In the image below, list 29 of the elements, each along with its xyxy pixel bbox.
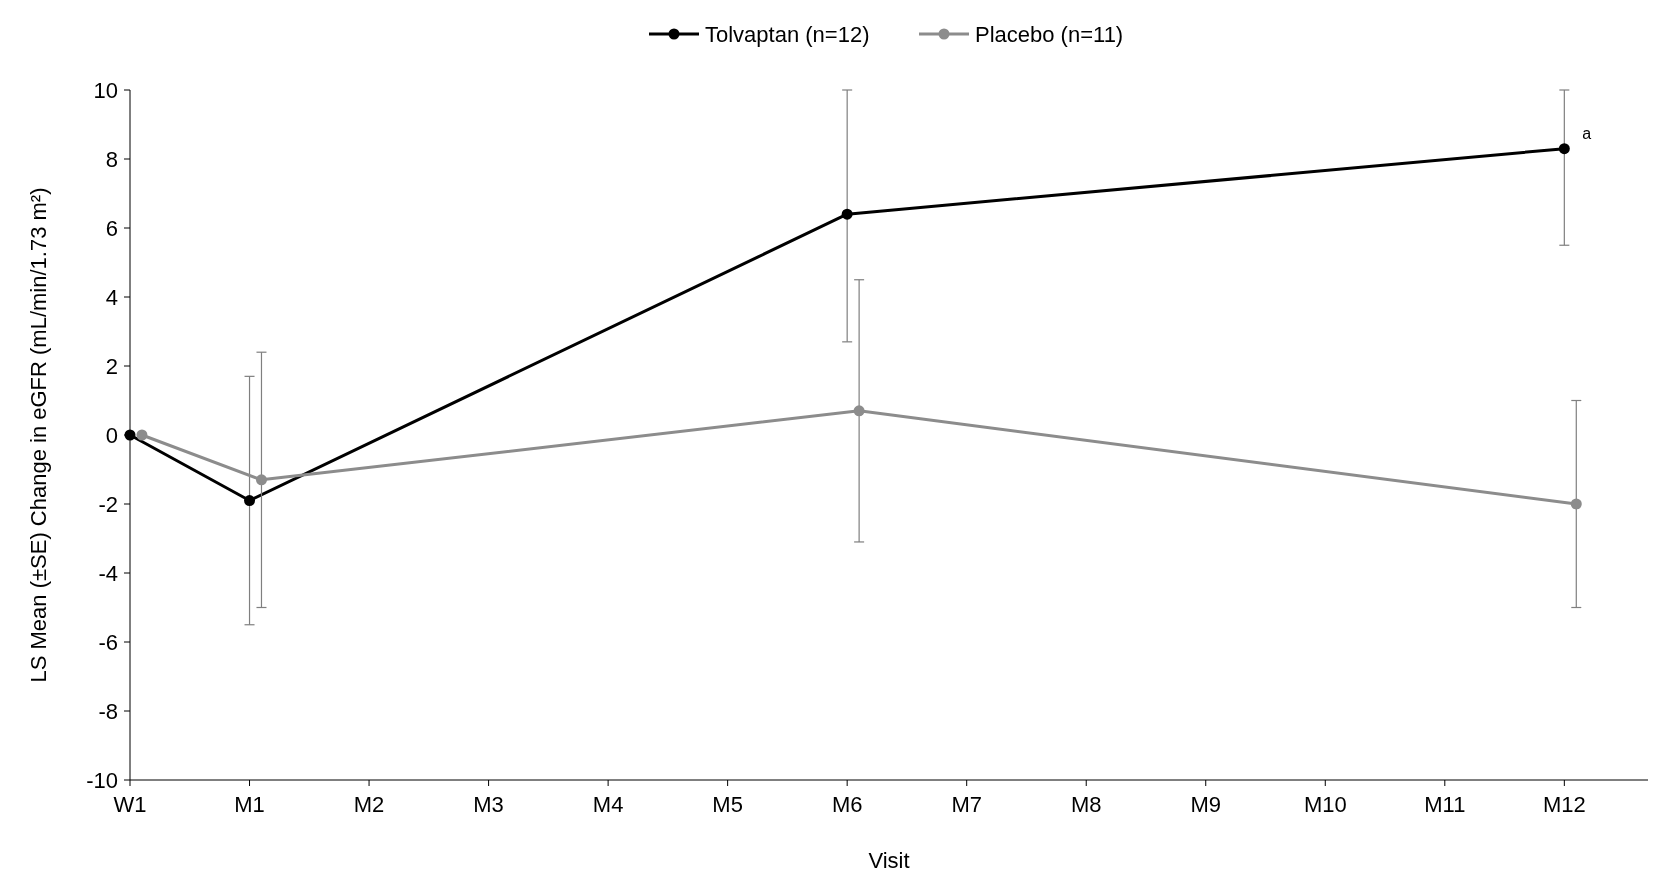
x-tick-label: M4: [592, 792, 624, 817]
y-tick-label: -6: [98, 629, 118, 655]
y-tick-label: -4: [98, 560, 118, 586]
y-tick-label: 6: [105, 215, 118, 241]
y-tick-label: 0: [105, 422, 118, 448]
x-tick-label: W1: [113, 792, 147, 817]
x-tick-label: M9: [1190, 792, 1222, 817]
x-tick-label: M5: [712, 792, 743, 817]
y-tick-label: 2: [105, 353, 118, 379]
x-tick-label: M3: [473, 792, 504, 817]
legend-label: Placebo (n=11): [975, 21, 1124, 47]
y-tick-label: 8: [105, 146, 118, 172]
x-tick-label: M11: [1424, 792, 1466, 817]
legend-label: Tolvaptan (n=12): [705, 21, 870, 47]
y-axis-title: LS Mean (±SE) Change in eGFR (mL/min/1.73 m²): [26, 187, 51, 683]
x-tick-label: M1: [234, 792, 265, 817]
x-tick-label: M6: [831, 792, 863, 817]
y-tick-label: 4: [105, 284, 118, 310]
x-tick-label: M2: [353, 792, 385, 817]
x-tick-label: M7: [951, 792, 982, 817]
x-axis-title: Visit: [868, 848, 910, 873]
y-tick-label: -10: [86, 767, 118, 793]
x-tick-label: M8: [1070, 792, 1102, 817]
x-tick-label: M10: [1303, 792, 1347, 817]
x-tick-label: M12: [1542, 792, 1586, 817]
y-tick-label: -8: [98, 698, 118, 724]
y-tick-label: -2: [98, 491, 118, 517]
annotation: a: [1582, 124, 1592, 142]
y-tick-label: 10: [93, 77, 118, 103]
